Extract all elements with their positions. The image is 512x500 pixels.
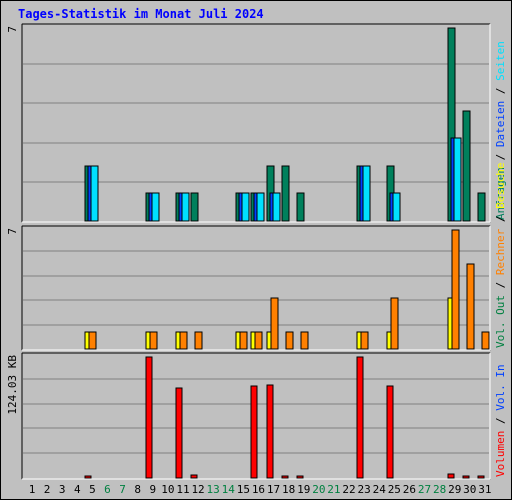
bar-rechner-day-25 (390, 297, 399, 350)
panel-top-ymax-label: 7 (6, 26, 19, 33)
panel-bottom-ymax-label: 124.03 KB (6, 355, 19, 415)
x-tick-label: 2 (44, 483, 51, 496)
bar-anfragen-day-18 (281, 165, 290, 222)
chart-title: Tages-Statistik im Monat Juli 2024 (18, 7, 264, 21)
bar-kb-day-16 (250, 385, 258, 479)
bar-rechner-day-23 (360, 331, 369, 350)
bar-rechner-day-12 (194, 331, 203, 350)
panel-top-legend-item: / (494, 81, 507, 101)
panel-top-legend: Anfragen / Dateien / Seiten (494, 41, 507, 220)
bar-rechner-day-11 (179, 331, 188, 350)
panel-bottom-legend-item: / (494, 411, 507, 431)
bar-seiten-day-15 (241, 192, 250, 222)
bar-kb-day-23 (356, 356, 364, 479)
bar-rechner-day-18 (285, 331, 294, 350)
x-tick-label: 17 (267, 483, 280, 496)
panel-middle-legend-item: / (494, 209, 507, 229)
panel-middle-legend-item: / (494, 275, 507, 295)
bar-anfragen-day-19 (296, 192, 305, 222)
bar-kb-day-30 (462, 475, 470, 479)
x-tick-label: 30 (463, 483, 476, 496)
x-tick-label: 6 (104, 483, 111, 496)
x-tick-label: 3 (59, 483, 66, 496)
panel-top-frame (21, 23, 491, 223)
bar-anfragen-day-31 (477, 192, 486, 222)
x-tick-label: 5 (89, 483, 96, 496)
bar-seiten-day-23 (362, 165, 371, 222)
bar-rechner-day-29 (451, 229, 460, 350)
bar-kb-day-5 (84, 475, 92, 479)
x-tick-label: 16 (252, 483, 265, 496)
panel-bottom-legend: Volumen / Vol. In (494, 364, 507, 477)
x-tick-label: 22 (342, 483, 355, 496)
x-tick-label: 19 (297, 483, 310, 496)
panel-middle-frame (21, 225, 491, 351)
x-tick-label: 25 (388, 483, 401, 496)
x-tick-label: 10 (161, 483, 174, 496)
bar-rechner-day-15 (239, 331, 248, 350)
x-tick-label: 9 (149, 483, 156, 496)
panel-middle-ymax-label: 7 (6, 228, 19, 235)
bar-kb-day-12 (190, 474, 198, 479)
panel-top-legend-item: Anfragen (494, 167, 507, 220)
bar-rechner-day-17 (270, 297, 279, 350)
x-tick-label: 8 (134, 483, 141, 496)
bar-rechner-day-31 (481, 331, 490, 350)
bar-seiten-day-17 (272, 192, 281, 222)
x-tick-label: 11 (176, 483, 189, 496)
x-tick-label: 1 (29, 483, 36, 496)
bar-anfragen-day-30 (462, 110, 471, 222)
bar-seiten-day-9 (151, 192, 160, 222)
bar-kb-day-25 (386, 385, 394, 479)
panel-bottom-legend-item: Volumen (494, 431, 507, 477)
x-tick-label: 12 (191, 483, 204, 496)
bar-kb-day-11 (175, 387, 183, 479)
x-tick-label: 15 (237, 483, 250, 496)
bar-seiten-day-5 (90, 165, 99, 222)
x-tick-label: 27 (418, 483, 431, 496)
x-tick-label: 18 (282, 483, 295, 496)
bar-rechner-day-9 (149, 331, 158, 350)
bar-rechner-day-30 (466, 263, 475, 350)
bar-kb-day-18 (281, 475, 289, 479)
x-tick-label: 13 (207, 483, 220, 496)
x-tick-label: 31 (478, 483, 491, 496)
panel-middle-legend: Vol. Out / Rechner / Besuche (494, 163, 507, 348)
x-tick-label: 7 (119, 483, 126, 496)
panel-middle-legend-item: Vol. Out (494, 295, 507, 348)
bar-kb-day-9 (145, 356, 153, 479)
x-tick-label: 29 (448, 483, 461, 496)
x-tick-label: 21 (327, 483, 340, 496)
x-tick-label: 20 (312, 483, 325, 496)
bar-seiten-day-16 (256, 192, 265, 222)
bar-kb-day-29 (447, 473, 455, 479)
panel-top-legend-item: Dateien (494, 101, 507, 147)
x-tick-label: 24 (373, 483, 387, 496)
bar-kb-day-31 (477, 475, 485, 479)
x-tick-label: 4 (74, 483, 81, 496)
bar-kb-day-19 (296, 475, 304, 479)
x-tick-label: 23 (358, 483, 371, 496)
panel-middle-legend-item: Besuche (494, 163, 507, 209)
bar-seiten-day-25 (392, 192, 401, 222)
bar-rechner-day-16 (254, 331, 263, 350)
x-tick-label: 26 (403, 483, 416, 496)
x-tick-label: 28 (433, 483, 446, 496)
bar-rechner-day-19 (300, 331, 309, 350)
panel-middle-legend-item: Rechner (494, 228, 507, 275)
bar-anfragen-day-12 (190, 192, 199, 222)
panel-top-legend-item: Seiten (494, 41, 507, 81)
panel-top-legend-item: / (494, 147, 507, 167)
bar-rechner-day-5 (88, 331, 97, 350)
bar-seiten-day-11 (181, 192, 190, 222)
x-tick-label: 14 (222, 483, 236, 496)
bar-kb-day-17 (266, 384, 274, 479)
panel-bottom-legend-item: Vol. In (494, 364, 507, 410)
bar-seiten-day-29 (453, 137, 462, 222)
